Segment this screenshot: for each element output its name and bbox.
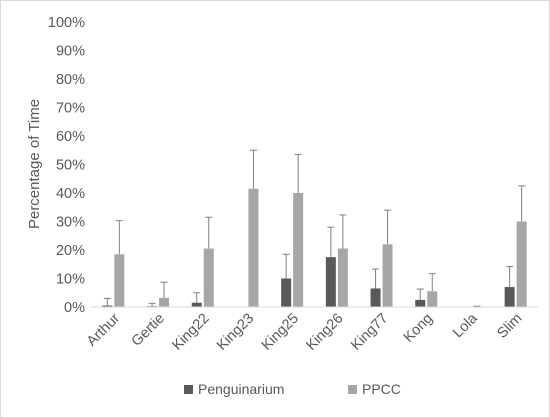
bar-ppcc-arthur <box>114 254 125 307</box>
legend-swatch <box>184 385 193 394</box>
y-tick-label: 100% <box>48 15 85 31</box>
y-tick-label: 30% <box>56 215 85 231</box>
bar-penguinarium-king25 <box>281 278 292 307</box>
bar-penguinarium-arthur <box>102 305 113 307</box>
x-tick-label: King22 <box>169 311 212 354</box>
y-tick-label: 50% <box>56 158 85 174</box>
y-tick-label: 20% <box>56 243 85 259</box>
bar-penguinarium-king26 <box>325 257 336 307</box>
bar-ppcc-king22 <box>203 248 214 307</box>
y-tick-label: 40% <box>56 186 85 202</box>
x-tick-label: King26 <box>303 311 346 354</box>
bar-ppcc-kong <box>427 291 438 307</box>
legend-label: Penguinarium <box>198 381 284 397</box>
x-tick-label: King77 <box>348 311 391 354</box>
bar-ppcc-king23 <box>248 188 259 307</box>
x-tick-label: Gertie <box>129 311 168 350</box>
x-tick-label: King25 <box>259 311 302 354</box>
bar-ppcc-gertie <box>159 297 170 307</box>
legend-label: PPCC <box>362 381 401 397</box>
bar-ppcc-slim <box>516 221 527 307</box>
bar-ppcc-king26 <box>337 248 348 307</box>
bar-ppcc-king77 <box>382 244 393 307</box>
legend-swatch <box>348 385 357 394</box>
y-tick-label: 80% <box>56 72 85 88</box>
legend: Penguinarium PPCC <box>184 381 401 397</box>
y-tick-label: 60% <box>56 129 85 145</box>
x-tick-label: Kong <box>401 311 436 346</box>
y-tick-label: 90% <box>56 44 85 60</box>
bar-penguinarium-king77 <box>370 288 381 307</box>
y-axis-label: Percentage of Time <box>26 99 43 229</box>
x-tick-label: Lola <box>450 310 481 341</box>
y-tick-label: 0% <box>64 300 85 316</box>
x-tick-label: King23 <box>214 311 257 354</box>
y-tick-label: 10% <box>56 272 85 288</box>
bar-ppcc-king25 <box>293 193 304 307</box>
bar-penguinarium-king22 <box>191 302 202 307</box>
x-tick-label: Arthur <box>84 310 123 349</box>
y-tick-label: 70% <box>56 101 85 117</box>
bar-penguinarium-kong <box>415 299 426 307</box>
bar-penguinarium-slim <box>504 287 515 307</box>
x-tick-label: Slim <box>494 311 525 342</box>
